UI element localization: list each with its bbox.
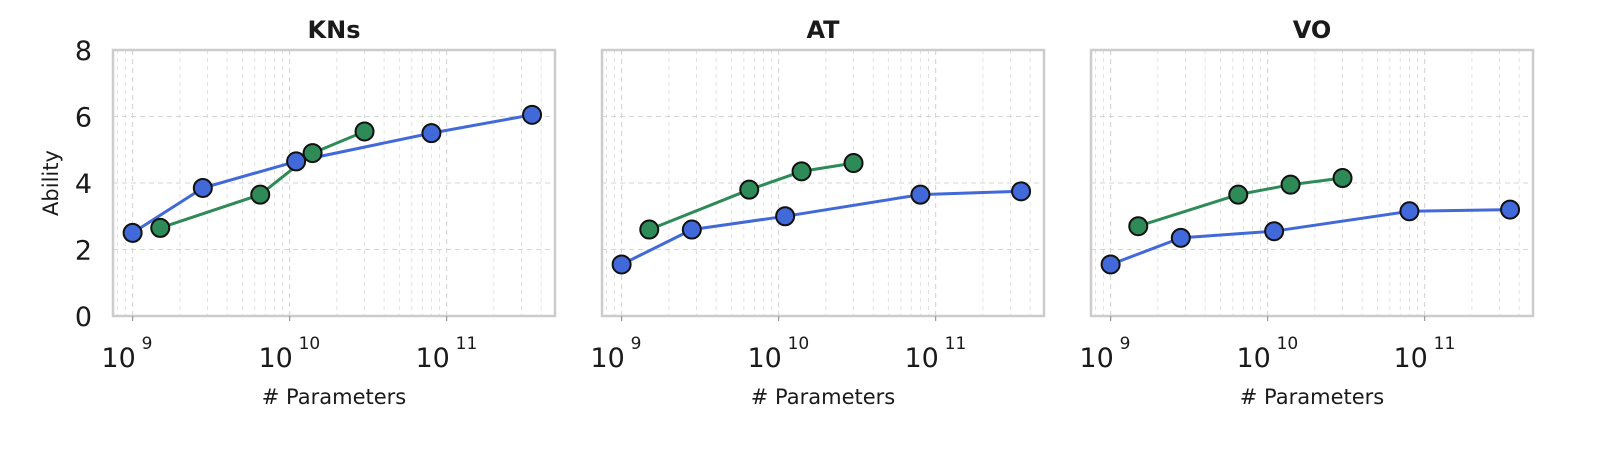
data-point	[150, 217, 171, 238]
data-point	[1128, 216, 1149, 237]
data-point	[122, 222, 143, 243]
series-line	[648, 161, 854, 231]
data-point	[1332, 168, 1353, 189]
panel-title: VO	[1293, 16, 1332, 44]
x-tick-label: 10	[747, 343, 781, 374]
x-tick-exponent: 9	[631, 334, 642, 354]
x-tick-label: 10	[1393, 343, 1427, 374]
data-point	[639, 219, 660, 240]
y-tick-label: 8	[75, 36, 92, 67]
x-tick-label: 10	[258, 343, 292, 374]
data-point	[354, 121, 375, 142]
y-tick-label: 0	[75, 302, 92, 333]
x-tick-exponent: 9	[142, 334, 153, 354]
data-point	[1100, 254, 1121, 275]
data-point	[791, 161, 812, 182]
series-line	[1110, 208, 1511, 266]
data-point	[1280, 174, 1301, 195]
x-tick-exponent: 11	[456, 334, 478, 354]
panel-0: KNs 10 9 10 10 10 11 # Parameters 0 2 4 6 8 Ability	[39, 16, 557, 409]
data-point	[681, 219, 702, 240]
series-line	[159, 130, 366, 230]
x-axis-label: # Parameters	[1240, 385, 1384, 409]
x-tick-exponent: 11	[945, 334, 967, 354]
y-axis-label: Ability	[39, 150, 63, 216]
panel-title: KNs	[308, 16, 361, 44]
data-point	[910, 184, 931, 205]
data-point	[421, 123, 442, 144]
x-tick-label: 10	[1079, 343, 1113, 374]
x-tick-exponent: 10	[788, 334, 810, 354]
x-tick-exponent: 9	[1120, 334, 1131, 354]
x-tick-label: 10	[1236, 343, 1270, 374]
data-point	[1228, 184, 1249, 205]
x-tick-label: 10	[904, 343, 938, 374]
series-line	[1137, 176, 1343, 228]
data-point	[522, 104, 543, 125]
y-tick-label: 6	[75, 103, 92, 134]
panel-title: AT	[806, 16, 840, 44]
y-tick-label: 2	[75, 236, 92, 267]
x-tick-label: 10	[415, 343, 449, 374]
x-tick-exponent: 11	[1434, 334, 1456, 354]
data-point	[1011, 181, 1032, 202]
plot-frame	[600, 48, 1046, 318]
data-point	[1264, 221, 1285, 242]
data-point	[739, 179, 760, 200]
x-tick-label: 10	[590, 343, 624, 374]
data-point	[775, 206, 796, 227]
data-point	[302, 143, 323, 164]
data-point	[1399, 201, 1420, 222]
panel-1: AT 10 9 10 10 10 11 # Parameters	[590, 16, 1046, 409]
x-axis-label: # Parameters	[262, 385, 406, 409]
data-point	[1500, 199, 1521, 220]
series-line	[131, 113, 533, 235]
x-tick-exponent: 10	[1277, 334, 1299, 354]
data-point	[611, 254, 632, 275]
plot-frame	[111, 48, 557, 318]
data-point	[843, 153, 864, 174]
y-tick-label: 4	[75, 169, 92, 200]
data-point	[250, 184, 271, 205]
x-tick-label: 10	[101, 343, 135, 374]
x-tick-exponent: 10	[299, 334, 321, 354]
data-point	[192, 177, 213, 198]
x-axis-label: # Parameters	[751, 385, 895, 409]
data-point	[286, 151, 307, 172]
panel-2: VO 10 9 10 10 10 11 # Parameters	[1079, 16, 1535, 409]
data-point	[1170, 227, 1191, 248]
plot-frame	[1089, 48, 1535, 318]
series-line	[620, 189, 1022, 266]
